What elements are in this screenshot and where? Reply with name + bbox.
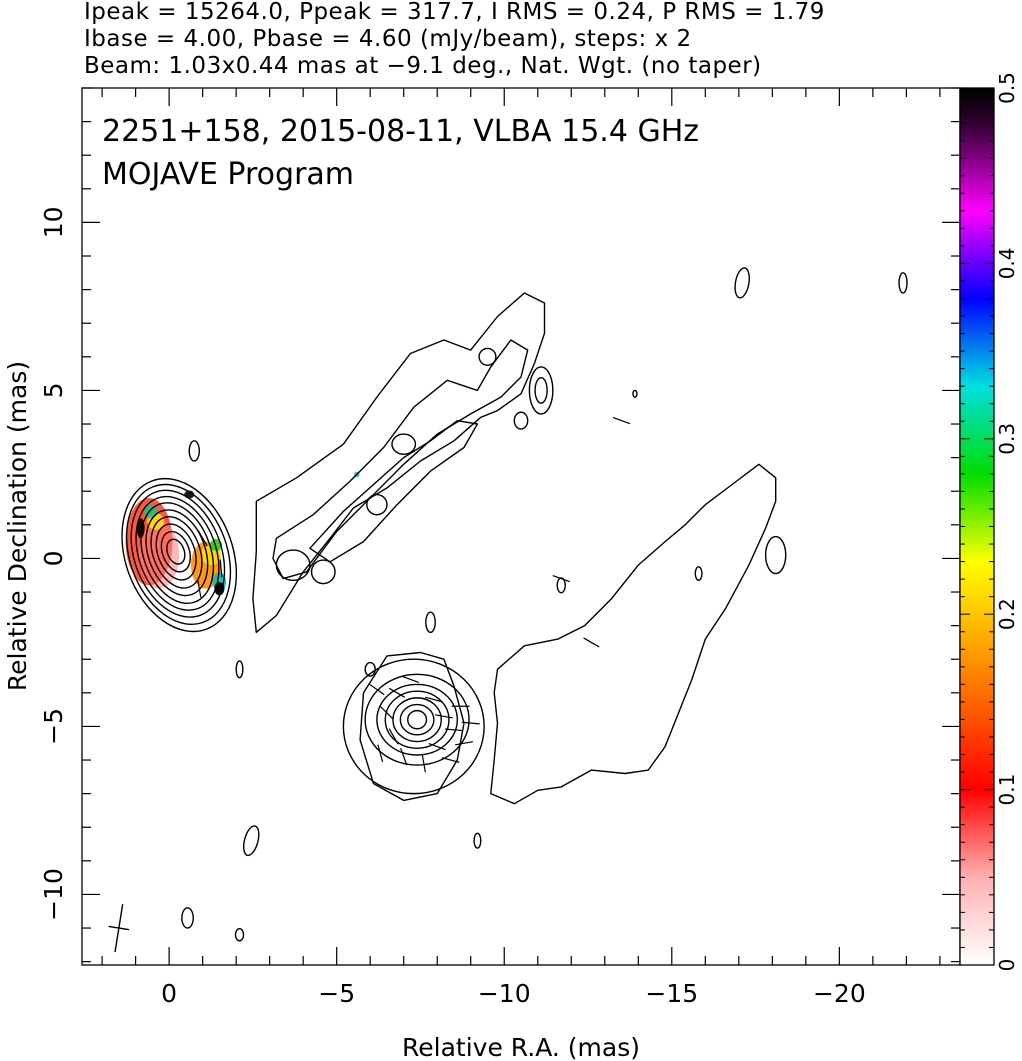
evpa-tick	[400, 748, 408, 766]
header-line-1: Ipeak = 15264.0, Ppeak = 317.7, I RMS = …	[84, 0, 825, 25]
intensity-contour	[364, 673, 470, 766]
intensity-contour	[235, 660, 244, 679]
x-tick-label: −15	[645, 979, 698, 1008]
colorbar-tick-label: 0	[995, 959, 1019, 972]
x-axis: 0 −5 −10 −15 −20	[101, 88, 941, 1008]
intensity-contour	[140, 502, 215, 605]
intensity-contour	[734, 267, 750, 299]
intensity-contour	[513, 411, 529, 430]
x-tick-label: −20	[813, 979, 866, 1008]
y-axis: −10 −5 0 5 10	[39, 87, 960, 963]
intensity-contour	[490, 463, 777, 805]
intensity-contour	[252, 292, 546, 633]
y-tick-label: 10	[39, 206, 68, 238]
x-tick-label: −10	[478, 979, 531, 1008]
evpa-tick	[428, 742, 446, 751]
intensity-contour	[130, 489, 226, 618]
evpa-tick	[388, 687, 406, 698]
intensity-contour	[632, 389, 638, 398]
plot-title: 2251+158, 2015-08-11, VLBA 15.4 GHz	[102, 114, 699, 149]
evpa-tick	[421, 754, 426, 773]
intensity-contour	[242, 825, 260, 857]
intensity-contour	[125, 483, 232, 625]
intensity-contour	[155, 523, 197, 581]
intensity-contour	[234, 928, 245, 942]
intensity-contour	[309, 420, 479, 563]
intensity-contour	[376, 683, 459, 756]
intensity-contour	[528, 366, 554, 415]
intensity-contour	[181, 907, 194, 929]
plot-area	[108, 267, 908, 953]
evpa-tick	[425, 696, 443, 703]
evpa-tick	[380, 706, 394, 720]
evpa-tick	[444, 728, 463, 732]
evpa-tick	[583, 637, 600, 648]
evpa-tick	[612, 417, 631, 425]
evpa-tick	[461, 721, 480, 725]
intensity-contour	[160, 530, 192, 573]
intensity-contour	[392, 697, 442, 743]
colorbar-tick-label: 0.3	[995, 423, 1019, 455]
intensity-contour	[425, 611, 436, 634]
intensity-contour	[342, 658, 485, 795]
evpa-tick	[197, 579, 202, 598]
intensity-contour	[399, 703, 435, 736]
evpa-tick	[455, 741, 473, 746]
intensity-contour	[391, 433, 417, 455]
evpa-tick	[552, 574, 570, 583]
evpa-tick	[434, 714, 453, 719]
intensity-contour	[166, 538, 186, 565]
y-axis-label: Relative Declination (mas)	[3, 361, 32, 691]
intensity-contour	[310, 559, 336, 585]
x-tick-label: −5	[318, 979, 355, 1008]
intensity-contour	[534, 376, 548, 404]
y-tick-label: −10	[39, 868, 68, 921]
intensity-contour	[359, 651, 465, 802]
intensity-contour	[364, 661, 376, 677]
colorbar-axis: 0 0.1 0.2 0.3 0.4 0.5	[960, 72, 1019, 971]
colorbar-tick-label: 0.2	[995, 598, 1019, 630]
intensity-contour	[384, 690, 450, 749]
y-tick-label: −5	[39, 708, 68, 745]
evpa-tick	[219, 559, 223, 578]
header-line-2: Ibase = 4.00, Pbase = 4.60 (mJy/beam), s…	[84, 26, 692, 52]
x-tick-label: 0	[161, 979, 177, 1008]
evpa-tick	[388, 728, 399, 745]
y-tick-label: 5	[39, 382, 68, 398]
colorbar-tick-label: 0.1	[995, 774, 1019, 806]
intensity-contour	[135, 495, 220, 611]
plot-subtitle: MOJAVE Program	[102, 157, 354, 192]
colorbar-tick-label: 0.5	[995, 72, 1019, 104]
evpa-tick	[401, 675, 420, 684]
intensity-contour	[473, 832, 482, 849]
intensity-contour	[694, 566, 703, 581]
evpa-tick	[441, 757, 460, 763]
intensity-contour	[150, 516, 203, 589]
evpa-tick	[369, 683, 385, 696]
colorbar	[959, 87, 995, 966]
colorbar-tick-label: 0.4	[995, 247, 1019, 279]
intensity-contour	[366, 493, 388, 516]
beam-marker	[108, 904, 130, 953]
intensity-contour	[898, 272, 908, 294]
evpa-tick	[197, 530, 208, 547]
intensity-contour	[764, 535, 787, 575]
intensity-contour	[275, 549, 311, 581]
x-axis-label: Relative R.A. (mas)	[402, 1033, 640, 1061]
intensity-contour	[556, 577, 566, 594]
evpa-tick	[377, 744, 384, 763]
y-tick-label: 0	[39, 550, 68, 566]
intensity-contour	[188, 440, 200, 462]
intensity-contour	[121, 477, 238, 633]
intensity-contour	[407, 709, 428, 730]
header-line-3: Beam: 1.03x0.44 mas at −9.1 deg., Nat. W…	[84, 53, 762, 79]
intensity-contour	[478, 347, 497, 366]
intensity-contour	[272, 339, 529, 580]
intensity-contour	[145, 509, 209, 597]
